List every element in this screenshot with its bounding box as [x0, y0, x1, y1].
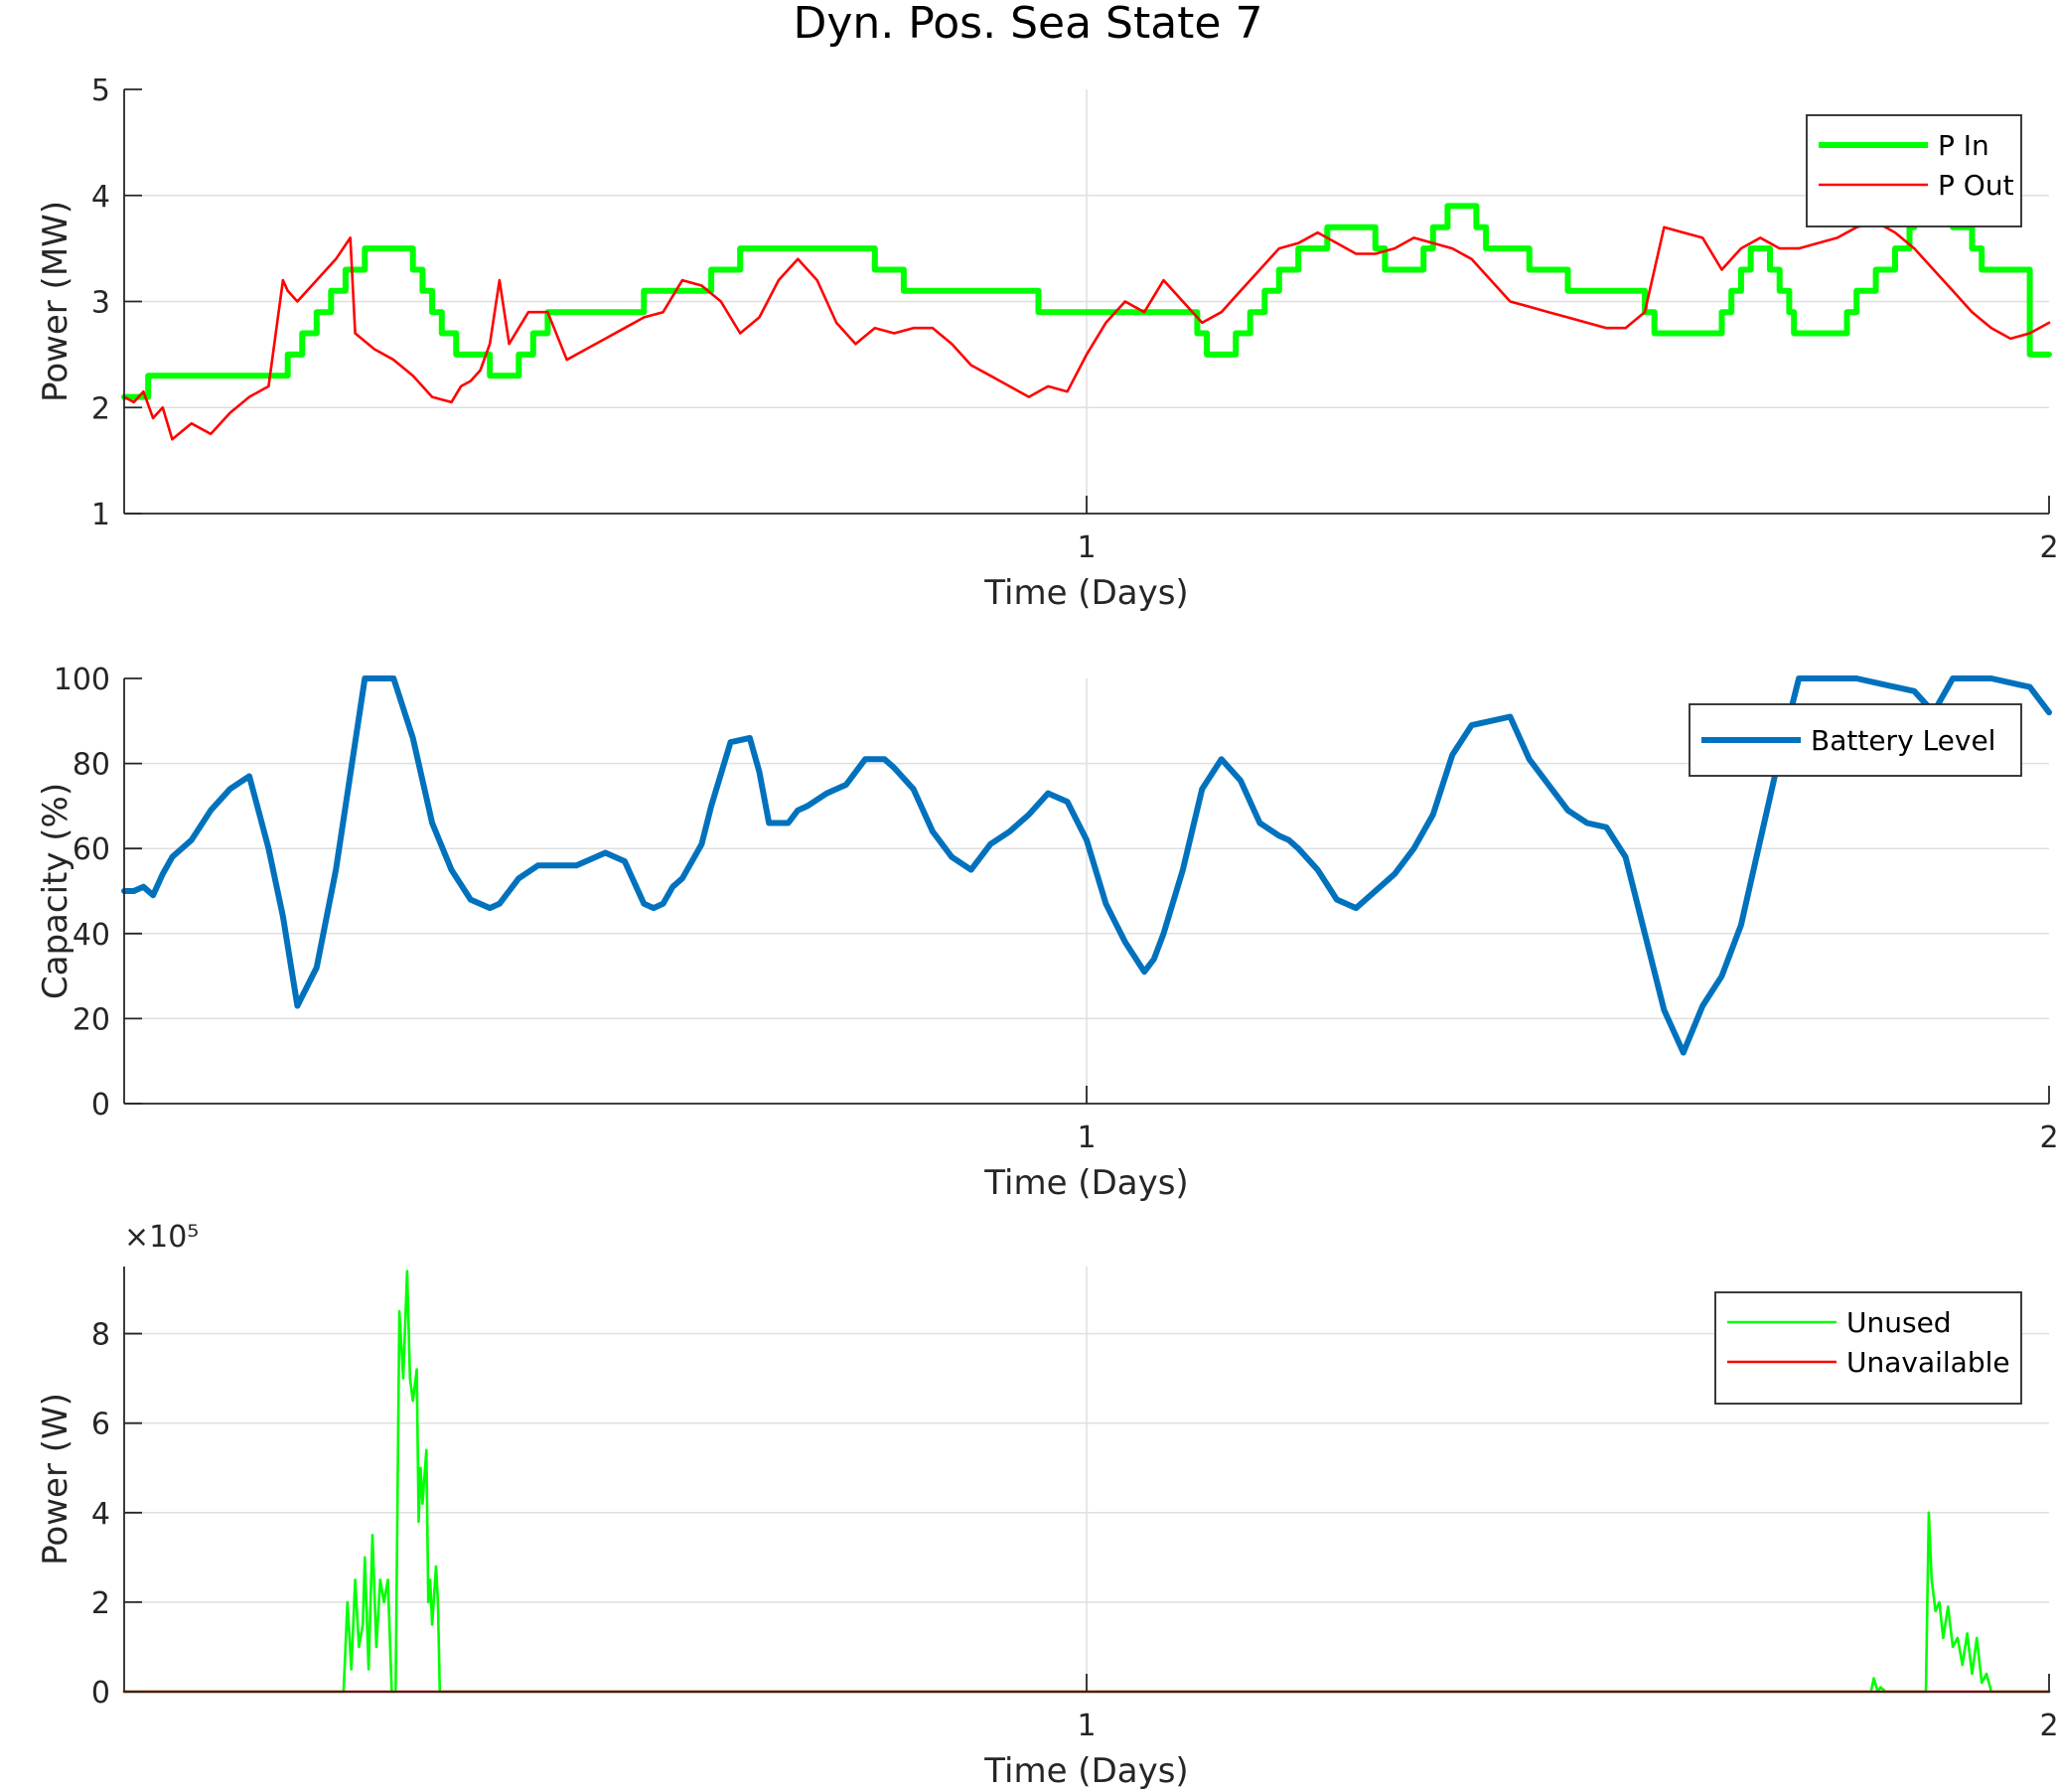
- battery-subplot: 0 20 40 60 80 100 1 2 Time (Days) Capacity (%) Bat…: [36, 663, 2057, 1203]
- y-tick-label: 2: [91, 1586, 110, 1621]
- figure-title: Dyn. Pos. Sea State 7: [794, 0, 1263, 49]
- y-axis-label: Power (MW): [36, 201, 75, 402]
- y-tick-label: 80: [73, 748, 110, 783]
- power-subplot: 1 2 3 4 5 1 2 Time (Days) Power (MW) P In P Out: [36, 74, 2057, 613]
- x-tick-label: 1: [1077, 1120, 1096, 1155]
- y-tick-label: 4: [91, 1497, 110, 1532]
- x-tick-label: 2: [2039, 530, 2057, 565]
- y-axis-label: Capacity (%): [36, 783, 75, 999]
- y-tick-label: 4: [91, 180, 110, 215]
- legend-label: Battery Level: [1811, 724, 1995, 757]
- y-tick-label: 6: [91, 1408, 110, 1442]
- y-tick-label: 5: [91, 74, 110, 108]
- y-tick-label: 40: [73, 918, 110, 953]
- x-tick-label: 1: [1077, 530, 1096, 565]
- legend-label: P Out: [1938, 169, 2014, 202]
- series-line-p-out: [122, 221, 2051, 441]
- y-tick-label: 0: [91, 1676, 110, 1711]
- y-axis-label: Power (W): [36, 1393, 75, 1566]
- legend-label: P In: [1938, 129, 1989, 162]
- legend-box: [1806, 114, 2022, 227]
- x-tick-label: 2: [2039, 1120, 2057, 1155]
- x-tick-label: 1: [1077, 1709, 1096, 1743]
- legend-label: Unused: [1846, 1306, 1952, 1339]
- y-tick-label: 3: [91, 286, 110, 321]
- series-line-battery-level: [121, 675, 2052, 1056]
- y-tick-label: 1: [91, 498, 110, 532]
- y-tick-label: 2: [91, 391, 110, 426]
- y-tick-label: 60: [73, 832, 110, 867]
- y-tick-label: 20: [73, 1002, 110, 1037]
- legend-box: [1714, 1291, 2022, 1405]
- y-tick-label: 0: [91, 1088, 110, 1122]
- legend-label: Unavailable: [1846, 1346, 2010, 1379]
- unused-power-subplot: 0 2 4 6 8 1 2 Time (Days) Power (W) ×10⁵ Unused Una…: [36, 1220, 2057, 1791]
- y-tick-label: 8: [91, 1318, 110, 1353]
- y-exponent-label: ×10⁵: [124, 1220, 199, 1255]
- x-tick-label: 2: [2039, 1709, 2057, 1743]
- x-axis-label: Time (Days): [983, 1163, 1188, 1203]
- x-axis-label: Time (Days): [983, 573, 1188, 613]
- x-axis-label: Time (Days): [983, 1751, 1188, 1791]
- y-tick-label: 100: [54, 663, 110, 697]
- series-line-p-in: [121, 192, 2052, 400]
